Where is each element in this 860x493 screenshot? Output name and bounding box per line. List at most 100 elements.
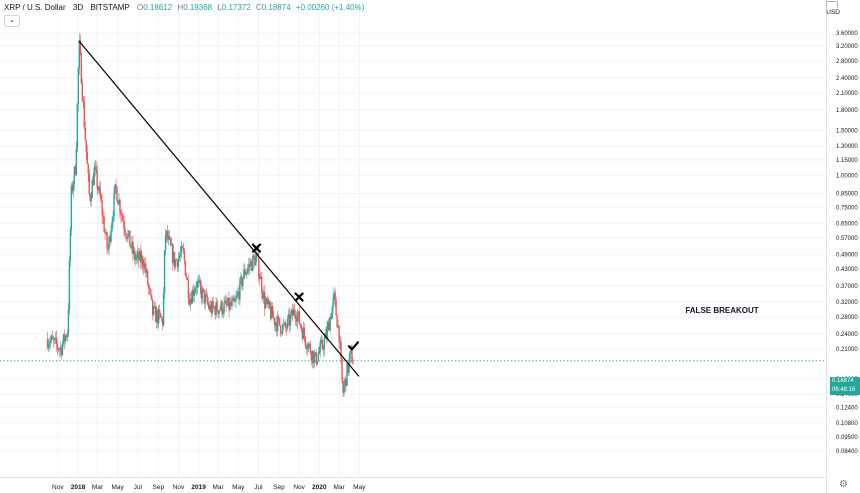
price-tick-label: 1.80000 [836, 108, 858, 114]
candle-body [98, 186, 100, 191]
candle [75, 141, 78, 177]
candle-body [127, 233, 129, 239]
candle-body [141, 256, 143, 263]
candle-body [273, 317, 276, 326]
candle [49, 335, 52, 349]
candle-body [247, 267, 249, 272]
candle [155, 306, 158, 329]
candle-body [93, 168, 95, 185]
candle-body [74, 166, 77, 175]
candle-body [79, 40, 82, 54]
candle-body [349, 351, 351, 360]
candle-body [120, 212, 122, 215]
candle [272, 310, 275, 322]
candle-body [345, 378, 347, 387]
candle [214, 304, 216, 321]
symbol-legend[interactable]: XRP / U.S. Dollar 3D BITSTAMP O0.18612 H… [4, 3, 367, 12]
trendline[interactable] [78, 40, 360, 377]
x-mark-stroke [251, 243, 262, 253]
candle-body [166, 231, 169, 240]
candle-body [268, 300, 271, 309]
candle [220, 299, 222, 312]
interval-label[interactable]: 3D [72, 3, 84, 12]
candle-body [310, 352, 313, 361]
candle-body [347, 363, 349, 373]
candle-body [274, 322, 277, 326]
candle [294, 310, 297, 326]
candle-body [121, 214, 123, 217]
candle [320, 334, 322, 344]
candle [196, 277, 199, 295]
candle-body [107, 248, 109, 250]
candle [70, 182, 73, 236]
candle [207, 296, 209, 309]
time-tick-label: Nov [52, 484, 64, 491]
time-axis[interactable]: Nov 2018 Mar May Jul Sep Nov 2019 Mar May Jul Sep No… [0, 477, 826, 492]
symbol-name[interactable]: XRP / U.S. Dollar [4, 3, 66, 12]
candle [80, 51, 83, 84]
candle [292, 304, 295, 316]
candle-body [202, 288, 204, 291]
candle [54, 332, 57, 344]
time-tick-label: 2020 [312, 484, 327, 491]
candle-body [235, 297, 237, 302]
candle-body [307, 344, 310, 349]
candle-body [187, 280, 190, 299]
candle-body [173, 252, 176, 268]
candle-body [99, 186, 101, 197]
candle [266, 297, 268, 305]
candle [260, 270, 262, 280]
candle [85, 139, 87, 160]
price-tick-label: 0.10800 [836, 421, 858, 427]
candle-body [52, 338, 55, 341]
candle [193, 285, 196, 303]
time-tick-label: Jul [254, 484, 263, 491]
candle [311, 350, 314, 368]
candle [97, 186, 99, 194]
candle [81, 78, 83, 102]
trendline-drawing[interactable] [78, 40, 360, 377]
candle-body [284, 322, 287, 329]
candle-body [53, 338, 56, 341]
price-tick-label: 0.37000 [836, 284, 858, 290]
candle-body [163, 250, 166, 294]
candle-body [174, 259, 177, 268]
candle-body [132, 241, 134, 254]
candle-body [150, 289, 152, 295]
candle-body [227, 297, 229, 306]
candle-body [326, 326, 328, 339]
chevron-down-icon[interactable]: ⌄ [4, 15, 20, 27]
candle-body [95, 166, 97, 171]
currency-label[interactable]: USD [826, 9, 840, 16]
candle [230, 296, 232, 308]
candle-body [86, 152, 88, 165]
time-tick-label: Jul [134, 484, 143, 491]
candle [180, 240, 183, 259]
candle [121, 209, 123, 223]
time-tick-label: Mar [92, 484, 104, 491]
candle [147, 267, 149, 287]
candle-body [60, 347, 63, 355]
candle-body [139, 251, 141, 261]
price-axis[interactable]: 3.60000 3.20000 2.80000 2.40000 2.10000 1.800… [826, 0, 859, 493]
candle [142, 254, 144, 273]
gear-icon[interactable]: ⚙ [839, 479, 848, 490]
candle [89, 192, 91, 206]
candle-body [112, 216, 114, 222]
candle [122, 212, 124, 222]
candle [242, 278, 244, 291]
candle [314, 351, 316, 357]
candle-body [302, 327, 305, 339]
candle-body [258, 256, 260, 278]
candle [279, 325, 282, 338]
candle-body [298, 311, 301, 325]
candle [136, 250, 138, 264]
candle-body [65, 335, 68, 338]
candle [351, 343, 353, 364]
candle [137, 245, 139, 264]
candle [274, 321, 277, 333]
candle [102, 208, 104, 225]
time-tick-label: Mar [213, 484, 225, 491]
candle-body [185, 275, 188, 279]
